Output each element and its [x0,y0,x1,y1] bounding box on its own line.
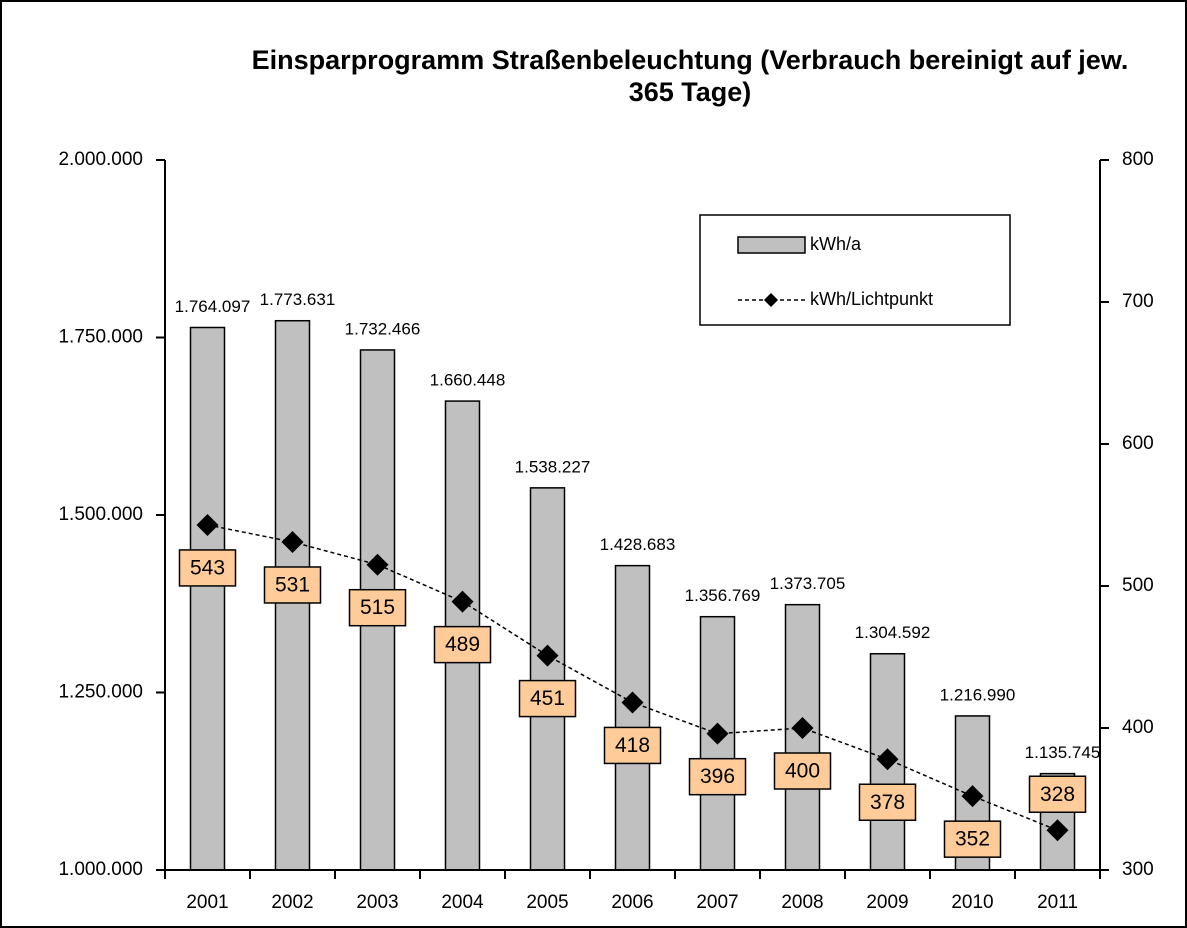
label-box [348,588,407,627]
x-tick-label: 2002 [271,892,313,913]
legend-marker [764,293,778,307]
x-tick-label: 2007 [696,892,738,913]
legend-label: kWh/a [810,234,862,254]
data-label: 418 [615,734,650,757]
x-tick-label: 2011 [1037,892,1078,913]
bar [189,326,226,871]
y-tick-label: 1.750.000 [58,327,143,348]
data-label: 1.373.705 [770,574,846,593]
data-label: 1.732.466 [345,319,421,338]
marker [451,590,474,613]
y-tick-label: 2.000.000 [58,149,143,170]
y-tick-label: 1.500.000 [58,504,143,525]
y2-tick-label: 800 [1122,149,1154,170]
label-box [1028,775,1087,813]
y-tick-label: 1.250.000 [58,682,143,703]
y2-tick-label: 600 [1122,433,1154,454]
data-label: 1.428.683 [600,535,676,554]
marker [366,553,389,576]
data-label: 515 [360,596,395,619]
data-label: 1.764.097 [175,297,251,316]
legend-box [699,214,1011,326]
x-tick-label: 2004 [441,892,484,913]
label-box [773,752,832,790]
data-label: 1.538.227 [515,457,591,476]
x-tick-label: 2005 [526,892,568,913]
legend-swatch [737,236,806,254]
data-label: 396 [700,765,735,788]
marker [876,748,899,771]
data-label: 400 [785,760,820,783]
bar [529,487,566,871]
x-tick-label: 2010 [951,892,993,913]
label-box [433,625,492,664]
x-tick-label: 2008 [781,892,823,913]
label-box [943,820,1002,858]
y2-tick-label: 400 [1122,717,1154,738]
x-tick-label: 2003 [356,892,398,913]
marker [961,785,984,808]
data-label: 489 [445,633,480,656]
y2-tick-label: 700 [1122,291,1154,312]
x-tick-label: 2001 [186,892,228,913]
chart-title: Einsparprogramm Straßenbeleuchtung (Verb… [251,45,1129,107]
data-label: 1.304.592 [855,623,931,642]
data-label: 1.660.448 [430,371,506,390]
y2-tick-label: 500 [1122,575,1154,596]
data-label: 1.216.990 [940,685,1016,704]
marker [196,513,219,536]
marker [536,644,559,667]
y-tick-label: 1.000.000 [58,859,143,880]
label-box [178,549,237,587]
marker [1046,819,1069,842]
y2-tick-label: 300 [1122,859,1154,880]
marker [281,530,304,553]
data-label: 543 [190,556,225,579]
x-tick-label: 2006 [611,892,653,913]
data-label: 531 [275,574,310,597]
data-label: 1.135.745 [1025,743,1101,762]
marker [791,717,814,739]
data-label: 378 [870,791,905,814]
legend-label: kWh/Lichtpunkt [810,289,933,309]
data-label: 328 [1040,783,1075,806]
marker [621,691,644,714]
marker [706,722,729,745]
bar [614,564,651,871]
data-label: 352 [955,828,990,851]
label-box [688,757,747,796]
label-box [858,783,917,821]
data-label: 1.773.631 [260,290,336,309]
data-label: 451 [530,687,565,710]
label-box [518,679,577,718]
label-box [263,566,322,604]
label-box [603,726,662,765]
x-tick-label: 2009 [866,892,908,913]
data-label: 1.356.769 [685,586,761,605]
